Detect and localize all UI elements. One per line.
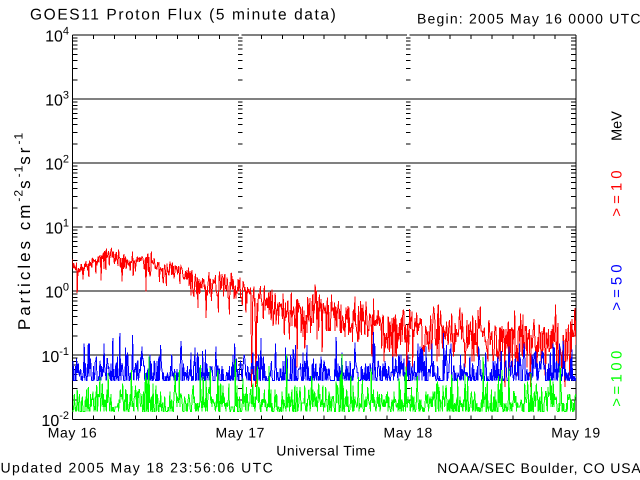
svg-text:Updated 2005 May 18 23:56:06 U: Updated 2005 May 18 23:56:06 UTC: [1, 460, 275, 476]
svg-text:>=100: >=100: [609, 347, 626, 407]
svg-text:Particles cm-2s-1sr-1: Particles cm-2s-1sr-1: [12, 132, 35, 330]
svg-text:May 19: May 19: [551, 425, 601, 441]
svg-text:NOAA/SEC Boulder, CO USA: NOAA/SEC Boulder, CO USA: [437, 460, 640, 476]
svg-text:GOES11 Proton Flux (5 minute d: GOES11 Proton Flux (5 minute data): [30, 7, 337, 24]
svg-text:>=50: >=50: [609, 260, 626, 310]
svg-text:May 18: May 18: [383, 425, 433, 441]
svg-text:May 16: May 16: [48, 425, 98, 441]
svg-text:Universal Time: Universal Time: [276, 443, 376, 459]
svg-text:>=10: >=10: [609, 166, 626, 216]
svg-text:MeV: MeV: [610, 111, 626, 141]
svg-text:May 17: May 17: [216, 425, 266, 441]
svg-text:Begin: 2005 May 16 0000 UTC: Begin: 2005 May 16 0000 UTC: [417, 11, 640, 27]
